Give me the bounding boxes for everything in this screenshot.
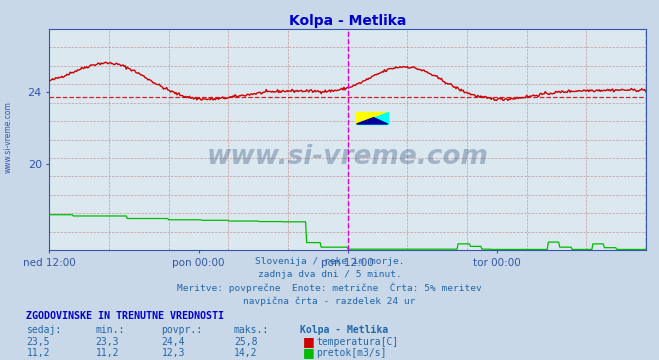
Text: www.si-vreme.com: www.si-vreme.com [3, 101, 13, 173]
Text: temperatura[C]: temperatura[C] [316, 337, 399, 347]
Text: min.:: min.: [96, 325, 125, 335]
Text: 11,2: 11,2 [26, 348, 50, 358]
Text: Kolpa - Metlika: Kolpa - Metlika [300, 325, 388, 335]
Polygon shape [357, 118, 387, 124]
Text: ZGODOVINSKE IN TRENUTNE VREDNOSTI: ZGODOVINSKE IN TRENUTNE VREDNOSTI [26, 311, 224, 321]
Text: pretok[m3/s]: pretok[m3/s] [316, 348, 387, 358]
Text: 12,3: 12,3 [161, 348, 185, 358]
Text: www.si-vreme.com: www.si-vreme.com [207, 144, 488, 170]
Title: Kolpa - Metlika: Kolpa - Metlika [289, 14, 407, 28]
Text: 23,3: 23,3 [96, 337, 119, 347]
Text: 14,2: 14,2 [234, 348, 258, 358]
Text: 23,5: 23,5 [26, 337, 50, 347]
Text: ■: ■ [303, 346, 315, 359]
Polygon shape [357, 112, 387, 124]
Polygon shape [357, 112, 387, 124]
Text: sedaj:: sedaj: [26, 325, 61, 335]
Text: ■: ■ [303, 335, 315, 348]
Text: 24,4: 24,4 [161, 337, 185, 347]
Text: 25,8: 25,8 [234, 337, 258, 347]
Text: Slovenija / reke in morje.
zadnja dva dni / 5 minut.
Meritve: povprečne  Enote: : Slovenija / reke in morje. zadnja dva dn… [177, 257, 482, 306]
Text: 11,2: 11,2 [96, 348, 119, 358]
Text: povpr.:: povpr.: [161, 325, 202, 335]
Text: maks.:: maks.: [234, 325, 269, 335]
